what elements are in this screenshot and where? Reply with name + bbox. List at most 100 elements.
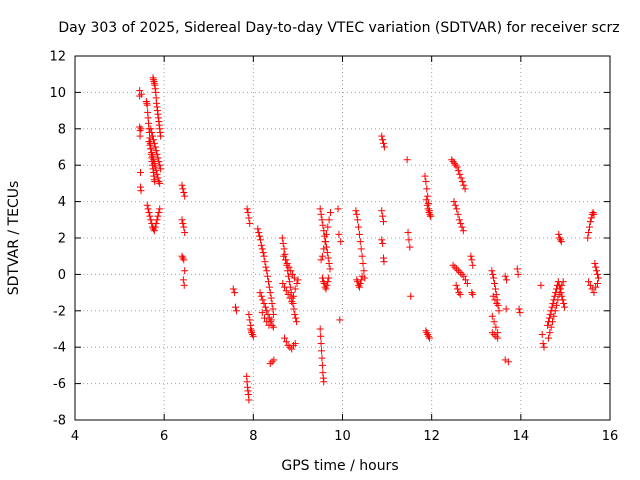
y-tick-label: 2 <box>58 232 66 247</box>
data-point <box>427 212 435 220</box>
data-point <box>154 154 162 162</box>
data-point <box>584 234 592 242</box>
data-point <box>424 205 432 213</box>
data-point <box>453 205 461 213</box>
data-point <box>491 280 499 287</box>
data-point <box>137 168 145 176</box>
data-point <box>288 298 296 306</box>
data-point <box>319 221 327 229</box>
data-point <box>378 236 386 244</box>
y-tick-label: 4 <box>58 195 66 210</box>
data-point <box>246 316 254 324</box>
data-point <box>557 285 565 293</box>
data-point <box>247 321 255 329</box>
data-point <box>456 170 464 178</box>
data-point <box>550 312 558 320</box>
data-point <box>422 196 430 204</box>
data-point <box>426 210 434 218</box>
data-point <box>179 254 187 262</box>
data-point <box>147 145 155 153</box>
data-point <box>318 216 326 224</box>
data-point <box>294 276 302 284</box>
data-point <box>325 259 333 267</box>
data-point <box>144 205 152 213</box>
data-point <box>257 241 265 249</box>
data-point <box>150 159 158 167</box>
data-point <box>491 285 499 293</box>
data-point <box>268 358 276 366</box>
data-point <box>180 189 188 196</box>
data-point <box>232 307 240 315</box>
data-point <box>406 243 414 251</box>
data-point <box>259 249 267 257</box>
data-point <box>148 128 156 136</box>
data-point <box>358 272 366 280</box>
data-point <box>260 252 268 260</box>
data-point <box>501 272 509 280</box>
data-point <box>461 185 469 193</box>
data-point <box>254 225 262 233</box>
data-point <box>265 321 273 329</box>
data-point <box>248 330 256 338</box>
data-point <box>266 360 274 368</box>
data-point <box>154 212 162 220</box>
data-point <box>137 90 145 98</box>
data-point <box>265 283 273 291</box>
data-point <box>585 229 593 237</box>
data-point <box>248 327 256 335</box>
data-point <box>423 329 431 337</box>
data-point <box>324 223 332 231</box>
data-point <box>490 274 498 282</box>
data-point <box>593 267 601 275</box>
data-point <box>460 181 468 189</box>
data-point <box>424 192 432 200</box>
data-point <box>548 303 556 311</box>
x-axis-label: GPS time / hours <box>281 458 398 474</box>
data-point <box>587 214 595 222</box>
data-point <box>286 343 294 351</box>
data-point <box>588 285 596 293</box>
data-point <box>469 261 477 269</box>
data-point <box>589 209 597 217</box>
data-point <box>316 325 324 333</box>
data-point <box>458 223 466 231</box>
data-point <box>285 272 293 280</box>
data-point <box>181 192 189 200</box>
data-point <box>287 267 295 275</box>
x-tick-label: 14 <box>513 429 530 444</box>
data-point <box>269 323 277 331</box>
data-point <box>148 148 156 156</box>
data-point <box>149 156 157 164</box>
data-point <box>232 303 239 311</box>
data-point <box>450 159 458 167</box>
data-point <box>551 307 559 315</box>
data-point <box>179 219 187 227</box>
data-point <box>492 332 500 340</box>
data-point <box>379 239 387 247</box>
data-point <box>404 229 412 237</box>
data-point <box>266 289 274 297</box>
data-point <box>318 274 326 282</box>
data-point <box>268 300 276 308</box>
y-tick-label: 10 <box>49 86 66 101</box>
data-point <box>555 230 563 238</box>
data-point <box>291 340 299 348</box>
data-point <box>425 334 433 342</box>
data-point <box>257 292 265 300</box>
data-point <box>318 361 326 369</box>
data-point <box>269 310 277 318</box>
data-point <box>502 305 510 313</box>
data-point <box>143 101 151 109</box>
data-point <box>259 296 267 304</box>
y-tick-label: -4 <box>53 341 66 356</box>
data-point <box>145 209 153 217</box>
data-point <box>380 258 388 266</box>
data-point <box>488 267 496 275</box>
data-point <box>146 141 154 149</box>
data-point <box>488 312 496 320</box>
data-point <box>151 163 159 171</box>
data-point <box>559 278 567 286</box>
data-point <box>145 138 153 146</box>
data-point <box>326 209 334 217</box>
x-axis-ticks: 4 6 8 10 12 14 16 <box>71 56 618 444</box>
